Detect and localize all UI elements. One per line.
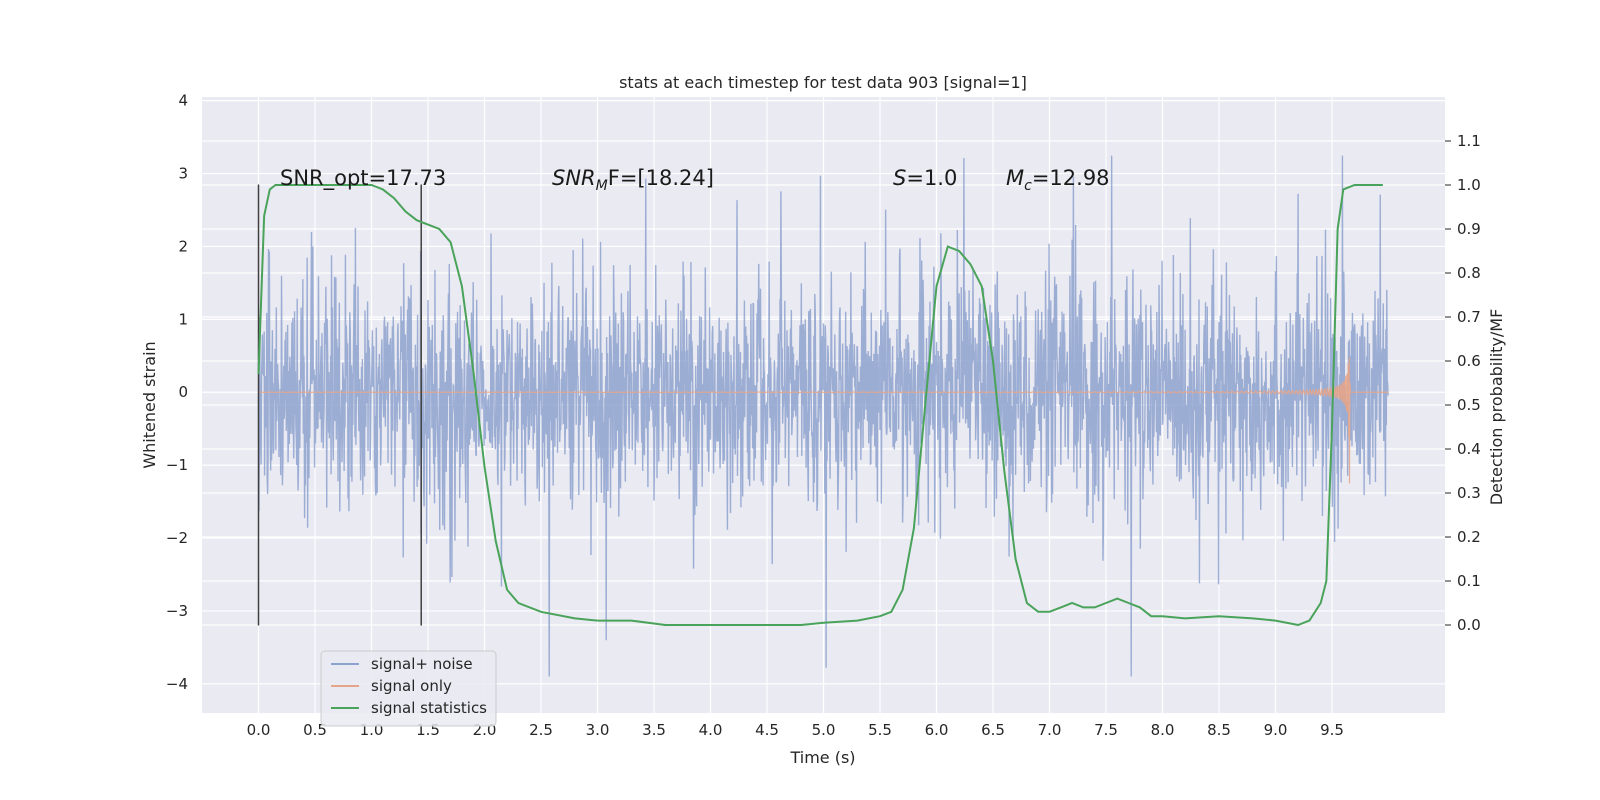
legend-label-signal-only: signal only bbox=[371, 677, 452, 695]
x-tick-label: 6.0 bbox=[925, 721, 949, 739]
y-tick-label: −4 bbox=[166, 675, 188, 693]
right-y-tick-label: 0.7 bbox=[1457, 308, 1481, 326]
x-tick-label: 0.0 bbox=[247, 721, 271, 739]
chart-title: stats at each timestep for test data 903… bbox=[619, 73, 1027, 92]
y-tick-label: −3 bbox=[166, 602, 188, 620]
y-tick-label: 3 bbox=[178, 165, 188, 183]
annotation-s: S=1.0 bbox=[893, 166, 957, 190]
y-axis-label: Whitened strain bbox=[140, 341, 159, 468]
x-tick-label: 8.5 bbox=[1207, 721, 1231, 739]
y-tick-label: −2 bbox=[166, 529, 188, 547]
y-axis-ticks: 4 3 2 1 0 −1 −2 −3 −4 bbox=[166, 92, 188, 693]
right-y-tick-label: 0.2 bbox=[1457, 528, 1481, 546]
legend: signal+ noise signal only signal statist… bbox=[320, 650, 497, 727]
right-y-tick-label: 0.5 bbox=[1457, 396, 1481, 414]
y-tick-label: 4 bbox=[178, 92, 188, 110]
series-signal-statistics bbox=[257, 184, 1383, 627]
x-tick-label: 8.0 bbox=[1151, 721, 1175, 739]
x-tick-label: 3.5 bbox=[642, 721, 666, 739]
x-tick-label: 6.5 bbox=[981, 721, 1005, 739]
right-y-tick-label: 0.8 bbox=[1457, 264, 1481, 282]
legend-label-signal-noise: signal+ noise bbox=[371, 655, 473, 673]
legend-box bbox=[320, 650, 497, 727]
x-tick-label: 3.0 bbox=[586, 721, 610, 739]
right-y-tick-label: 1.1 bbox=[1457, 132, 1481, 150]
right-y-tick-label: 0.6 bbox=[1457, 352, 1481, 370]
right-y-tick-label: 0.9 bbox=[1457, 220, 1481, 238]
annotation-snr-opt: SNR_opt=17.73 bbox=[280, 166, 446, 191]
series-signal-noise bbox=[257, 155, 1390, 677]
y-tick-label: −1 bbox=[166, 456, 188, 474]
right-y-tick-label: 0.3 bbox=[1457, 484, 1481, 502]
right-y-tick-label: 0.4 bbox=[1457, 440, 1481, 458]
x-tick-label: 0.5 bbox=[303, 721, 327, 739]
x-tick-label: 5.5 bbox=[868, 721, 892, 739]
x-axis-label: Time (s) bbox=[789, 748, 855, 767]
x-tick-label: 7.0 bbox=[1038, 721, 1062, 739]
right-y-axis-label: Detection probability/MF bbox=[1487, 309, 1506, 506]
annotation-snr-mf: SNRMF=[18.24] bbox=[552, 166, 714, 194]
right-y-tick-label: 0.1 bbox=[1457, 572, 1481, 590]
annotation-mc: Mc=12.98 bbox=[1006, 166, 1110, 194]
y-tick-label: 0 bbox=[178, 383, 188, 401]
x-tick-label: 4.5 bbox=[755, 721, 779, 739]
x-tick-label: 4.0 bbox=[699, 721, 723, 739]
x-tick-label: 5.0 bbox=[812, 721, 836, 739]
x-tick-label: 2.5 bbox=[529, 721, 553, 739]
x-tick-label: 7.5 bbox=[1094, 721, 1118, 739]
right-y-tick-label: 1.0 bbox=[1457, 176, 1481, 194]
y-tick-label: 2 bbox=[178, 237, 188, 255]
x-tick-label: 9.0 bbox=[1264, 721, 1288, 739]
y-tick-label: 1 bbox=[178, 310, 188, 328]
vertical-markers bbox=[257, 184, 422, 626]
legend-label-signal-statistics: signal statistics bbox=[371, 699, 487, 717]
right-y-axis-ticks: 1.1 1.0 0.9 0.8 0.7 0.6 0.5 0.4 0.3 0.2 0.1 0.0 bbox=[1445, 132, 1481, 634]
series-signal-only bbox=[258, 357, 1389, 484]
right-y-tick-label: 0.0 bbox=[1457, 616, 1481, 634]
x-tick-label: 9.5 bbox=[1320, 721, 1344, 739]
